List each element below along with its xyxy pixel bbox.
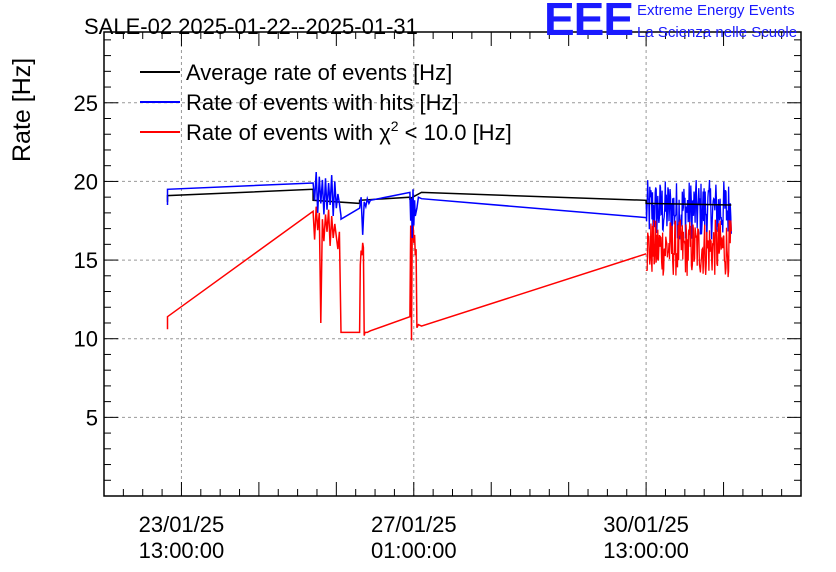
eee-logo: EEE Extreme Energy Events La Scienza nel… [544,0,834,46]
x-tick-time: 13:00:00 [603,538,689,563]
series-line [166,171,647,239]
y-tick-label: 15 [74,248,98,273]
x-tick-date: 27/01/25 [371,512,457,537]
legend-label: Rate of events with hits [Hz] [186,90,459,115]
noisy-series-block [645,219,732,278]
legend-label: Average rate of events [Hz] [186,60,452,85]
y-tick-label: 20 [74,169,98,194]
series-line [166,188,732,206]
x-tick-date: 23/01/25 [139,512,225,537]
y-axis-label: Rate [Hz] [8,58,36,162]
logo-line-2: La Scienza nelle Scuole [637,24,798,41]
y-tick-label: 25 [74,91,98,116]
series-line [166,206,647,341]
y-tick-label: 10 [74,327,98,352]
legend-label: Rate of events with χ2 < 10.0 [Hz] [186,118,512,145]
eee-logo-letters: EEE [544,0,634,45]
chart-title: SALE-02 2025-01-22--2025-01-31 [84,14,418,39]
logo-line-1: Extreme Energy Events [637,2,795,19]
noisy-series-block [645,179,732,240]
x-tick-time: 13:00:00 [139,538,225,563]
grid-layer [104,32,801,496]
series-layer [166,171,732,341]
legend: Average rate of events [Hz] Rate of event… [140,60,512,145]
x-tick-date: 30/01/25 [603,512,689,537]
x-tick-time: 01:00:00 [371,538,457,563]
y-tick-label: 5 [86,405,98,430]
axis-layer: 51015202523/01/2513:00:0027/01/2501:00:0… [74,32,801,563]
